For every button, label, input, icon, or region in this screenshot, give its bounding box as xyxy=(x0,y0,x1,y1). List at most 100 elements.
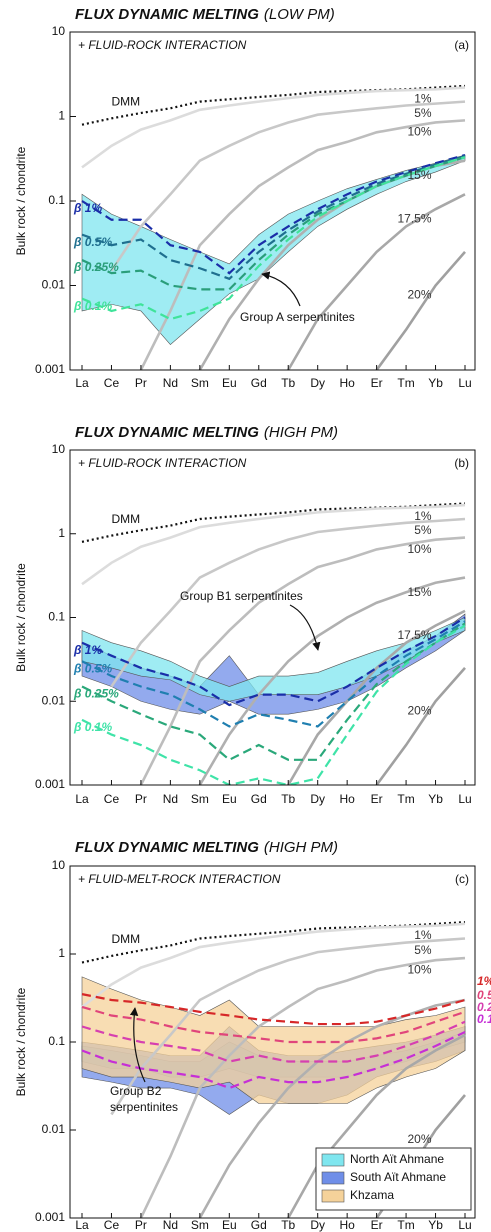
x-tick-label: Lu xyxy=(458,1218,471,1232)
y-tick-label: 0.001 xyxy=(35,777,65,791)
series-label: 5% xyxy=(414,106,432,120)
title-main: FLUX DYNAMIC MELTING xyxy=(75,6,259,23)
plot-area xyxy=(81,921,466,1218)
series-label: 10% xyxy=(408,125,432,139)
group-label: Group A serpentinites xyxy=(240,310,355,324)
series-label: DMM xyxy=(111,932,140,946)
x-tick-label: Sm xyxy=(191,792,209,806)
series-line xyxy=(110,937,466,1116)
x-tick-label: La xyxy=(75,792,89,806)
series-line xyxy=(81,622,466,762)
series-label: 1% xyxy=(414,91,432,105)
x-tick-label: Tb xyxy=(281,1218,295,1232)
x-tick-label: Tb xyxy=(281,792,295,806)
x-tick-label: Pr xyxy=(135,792,147,806)
y-axis-label: Bulk rock / chondrite xyxy=(14,563,28,672)
x-tick-label: Yb xyxy=(428,792,443,806)
y-tick-label: 0.1 xyxy=(48,610,65,624)
series-label: 10% xyxy=(408,962,432,976)
legend-label: South Aït Ahmane xyxy=(350,1170,446,1184)
x-tick-label: Tm xyxy=(397,1218,414,1232)
series-label: β 0.5% xyxy=(73,661,112,675)
series-line xyxy=(110,100,466,272)
title-suffix: (HIGH PM) xyxy=(264,839,338,856)
series-label: 17.5% xyxy=(398,211,432,225)
series-label: β 1% xyxy=(73,643,102,657)
x-tick-label: Dy xyxy=(310,1218,325,1232)
legend-swatch xyxy=(321,1171,345,1185)
series-label: 1% xyxy=(414,509,432,523)
group-label: Group B1 serpentinites xyxy=(180,589,303,603)
legend-label: Khzama xyxy=(350,1188,394,1202)
series-line xyxy=(375,251,466,370)
y-tick-label: 0.1 xyxy=(48,193,65,207)
y-tick-label: 0.001 xyxy=(35,1210,65,1224)
x-tick-label: Lu xyxy=(458,376,471,390)
x-tick-label: Sm xyxy=(191,1218,209,1232)
series-line xyxy=(81,503,466,586)
x-tick-label: Er xyxy=(371,1218,383,1232)
x-tick-label: Tb xyxy=(281,376,295,390)
panel-title: FLUX DYNAMIC MELTING (HIGH PM) xyxy=(75,424,338,441)
panel-title: FLUX DYNAMIC MELTING (HIGH PM) xyxy=(75,839,338,856)
series-line xyxy=(375,667,466,785)
legend-label: North Aït Ahmane xyxy=(350,1152,444,1166)
panel: FLUX DYNAMIC MELTING (LOW PM) DMM 1%5% 10% 15… xyxy=(14,6,476,390)
series-label: DMM xyxy=(111,512,140,526)
x-tick-label: Yb xyxy=(428,1218,443,1232)
group-label: Group B2 xyxy=(110,1084,162,1098)
x-tick-label: Er xyxy=(371,792,383,806)
x-tick-label: Dy xyxy=(310,792,325,806)
series-line xyxy=(81,155,466,281)
x-tick-label: Eu xyxy=(222,376,237,390)
series-line xyxy=(139,536,466,785)
series-line xyxy=(81,921,466,964)
group-arrow xyxy=(289,604,321,651)
x-tick-label: Eu xyxy=(222,1218,237,1232)
series-label: 0.5% xyxy=(477,988,491,1002)
series-label: β 0.5% xyxy=(73,235,112,249)
series-line xyxy=(139,119,466,370)
x-tick-label: Ho xyxy=(339,376,355,390)
series-line xyxy=(81,86,466,169)
series-label: 17.5% xyxy=(398,628,432,642)
annotation: + FLUID-ROCK INTERACTION xyxy=(78,38,247,52)
x-tick-label: Gd xyxy=(251,1218,267,1232)
x-tick-label: Nd xyxy=(163,1218,178,1232)
series-line xyxy=(81,1020,466,1063)
series-label: 15% xyxy=(408,168,432,182)
y-tick-label: 0.001 xyxy=(35,362,65,376)
series-label: β 0.25% xyxy=(73,687,119,701)
x-tick-label: Ho xyxy=(339,792,355,806)
legend-swatch xyxy=(321,1189,345,1203)
x-tick-label: Ho xyxy=(339,1218,355,1232)
series-label: 0.1% xyxy=(477,1012,491,1026)
y-tick-label: 0.01 xyxy=(42,1122,66,1136)
series-line xyxy=(81,156,466,321)
series-label: 20% xyxy=(408,288,432,302)
band xyxy=(81,976,466,1104)
series-label: 15% xyxy=(408,585,432,599)
annotation: + FLUID-MELT-ROCK INTERACTION xyxy=(78,872,281,886)
x-tick-label: Yb xyxy=(428,376,443,390)
y-tick-label: 0.1 xyxy=(48,1034,65,1048)
x-tick-label: Nd xyxy=(163,376,178,390)
x-tick-label: Pr xyxy=(135,1218,147,1232)
x-tick-label: Ce xyxy=(104,792,120,806)
y-tick-label: 10 xyxy=(52,24,66,38)
series-line xyxy=(198,576,466,785)
x-tick-label: Gd xyxy=(251,376,267,390)
group-label: serpentinites xyxy=(110,1100,178,1114)
series-label: 5% xyxy=(414,523,432,537)
series-label: β 0.1% xyxy=(73,299,112,313)
band xyxy=(81,617,466,702)
panel: FLUX DYNAMIC MELTING (HIGH PM) DMM 1%5% 10% 1… xyxy=(14,424,476,806)
y-tick-label: 0.01 xyxy=(42,278,66,292)
series-label: 20% xyxy=(408,703,432,717)
series-line xyxy=(81,993,466,1026)
series-label: 20% xyxy=(408,1132,432,1146)
series-label: 1% xyxy=(414,928,432,942)
y-tick-label: 1 xyxy=(58,946,65,960)
series-line xyxy=(81,1005,466,1044)
title-main: FLUX DYNAMIC MELTING xyxy=(75,424,259,441)
